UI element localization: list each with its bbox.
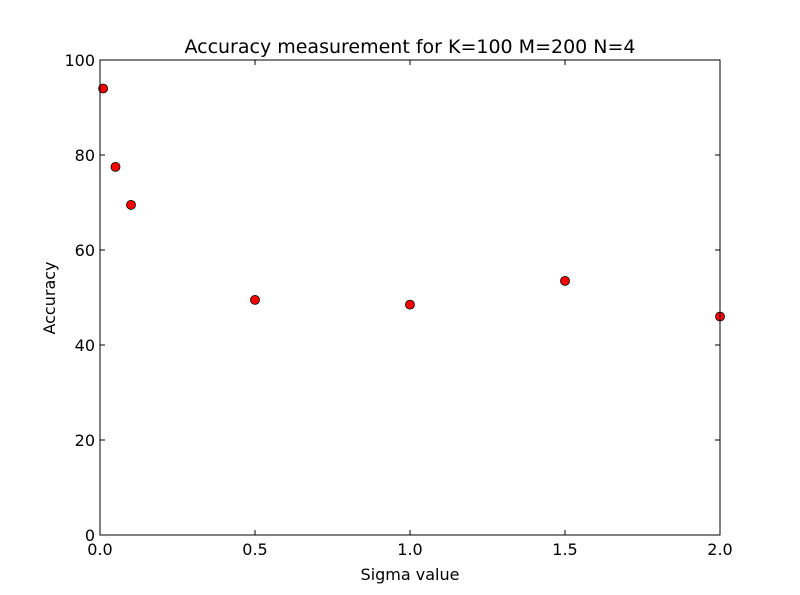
y-axis-label: Accuracy (40, 261, 59, 334)
data-point (250, 294, 260, 305)
data-point (126, 199, 136, 210)
points-layer (98, 83, 725, 322)
y-tick-label: 60 (75, 241, 95, 260)
x-tick-label: 0.5 (242, 540, 267, 559)
x-tick-label: 1.5 (552, 540, 577, 559)
data-point (560, 275, 570, 286)
y-tick-label: 40 (75, 336, 95, 355)
x-tick-label: 1.0 (397, 540, 422, 559)
y-tick-label: 100 (64, 51, 95, 70)
chart-title: Accuracy measurement for K=100 M=200 N=4 (184, 36, 635, 58)
y-tick-label: 0 (85, 526, 95, 545)
data-point (98, 83, 108, 94)
x-tick-label: 0.0 (87, 540, 112, 559)
plot-frame (99, 59, 721, 536)
data-point (405, 299, 415, 310)
ticks-layer: 0.0 0.5 1.0 1.5 2.0 0 20 40 60 80 100 (64, 51, 732, 559)
x-axis-label: Sigma value (361, 565, 460, 584)
data-point (110, 161, 121, 172)
x-tick-label: 2.0 (707, 540, 732, 559)
y-tick-label: 20 (75, 431, 95, 450)
y-tick-label: 80 (75, 146, 95, 165)
